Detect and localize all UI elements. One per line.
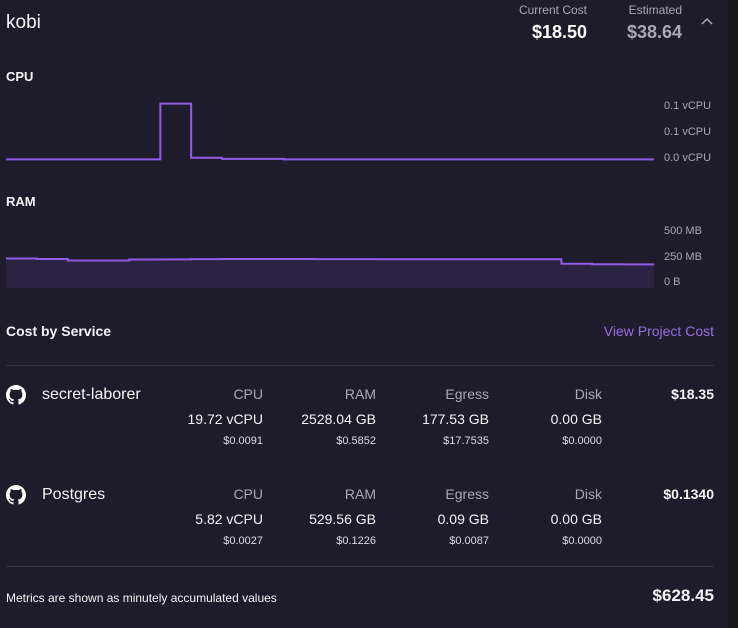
metrics-note: Metrics are shown as minutely accumulate… bbox=[6, 591, 277, 605]
project-total-cost: $628.45 bbox=[652, 586, 714, 605]
cpu-y-label-top: 0.1 vCPU bbox=[664, 100, 712, 112]
ram-cost: $0.5852 bbox=[336, 435, 376, 447]
ram-series-line bbox=[6, 257, 654, 266]
service-name-secret-laborer[interactable]: secret-laborer bbox=[42, 386, 141, 403]
current-cost: Current Cost $18.50 bbox=[500, 3, 587, 43]
column-header-egress: Egress bbox=[445, 486, 489, 502]
estimated-cost-value: $38.64 bbox=[626, 22, 682, 42]
ram-y-label-bottom: 0 B bbox=[664, 276, 681, 288]
cpu-usage: 5.82 vCPU bbox=[195, 511, 263, 527]
column-header-cpu: CPU bbox=[233, 386, 263, 402]
egress-usage: 177.53 GB bbox=[422, 411, 489, 427]
column-header-ram: RAM bbox=[344, 486, 376, 502]
service-total: $18.35 bbox=[671, 386, 714, 402]
ram-cost: $0.1226 bbox=[336, 535, 376, 547]
cpu-chart bbox=[6, 102, 654, 161]
column-header-cpu: CPU bbox=[233, 486, 263, 502]
scrollbar-track[interactable] bbox=[728, 0, 738, 628]
cpu-series-line bbox=[6, 102, 654, 161]
column-header-disk: Disk bbox=[574, 486, 602, 502]
cpu-y-label-bottom: 0.0 vCPU bbox=[664, 152, 712, 164]
egress-usage: 0.09 GB bbox=[437, 511, 489, 527]
current-cost-value: $18.50 bbox=[531, 22, 587, 42]
project-name: kobi bbox=[6, 12, 41, 33]
ram-y-label-top: 500 MB bbox=[664, 225, 702, 237]
egress-cost: $0.0087 bbox=[449, 535, 489, 547]
ram-y-label-mid: 250 MB bbox=[664, 251, 702, 263]
divider bbox=[6, 566, 714, 567]
ram-usage: 529.56 GB bbox=[309, 511, 376, 527]
estimated-cost-label: Estimated bbox=[628, 3, 682, 17]
cpu-usage: 19.72 vCPU bbox=[187, 411, 263, 427]
cost-by-service-title: Cost by Service bbox=[6, 323, 112, 339]
disk-usage: 0.00 GB bbox=[550, 511, 602, 527]
ram-chart bbox=[6, 257, 654, 288]
ram-usage: 2528.04 GB bbox=[301, 411, 376, 427]
disk-cost: $0.0000 bbox=[562, 435, 602, 447]
column-header-disk: Disk bbox=[574, 386, 602, 402]
cpu-y-label-mid: 0.1 vCPU bbox=[664, 126, 712, 138]
column-header-ram: RAM bbox=[344, 386, 376, 402]
cpu-cost: $0.0027 bbox=[223, 535, 263, 547]
estimated-cost: Estimated $38.64 bbox=[600, 3, 682, 43]
divider bbox=[6, 365, 714, 366]
github-icon bbox=[6, 385, 26, 405]
disk-usage: 0.00 GB bbox=[550, 411, 602, 427]
egress-cost: $17.7535 bbox=[443, 435, 489, 447]
cpu-chart-title: CPU bbox=[6, 69, 34, 84]
service-total: $0.1340 bbox=[663, 486, 714, 502]
service-name-postgres[interactable]: Postgres bbox=[42, 486, 106, 503]
cpu-cost: $0.0091 bbox=[223, 435, 263, 447]
disk-cost: $0.0000 bbox=[562, 535, 602, 547]
column-header-egress: Egress bbox=[445, 386, 489, 402]
ram-area-fill bbox=[6, 258, 654, 288]
current-cost-label: Current Cost bbox=[518, 3, 587, 17]
ram-chart-title: RAM bbox=[6, 194, 36, 209]
chevron-up-icon[interactable] bbox=[698, 14, 716, 28]
github-icon bbox=[6, 485, 26, 505]
view-project-cost-link[interactable]: View Project Cost bbox=[603, 323, 714, 339]
